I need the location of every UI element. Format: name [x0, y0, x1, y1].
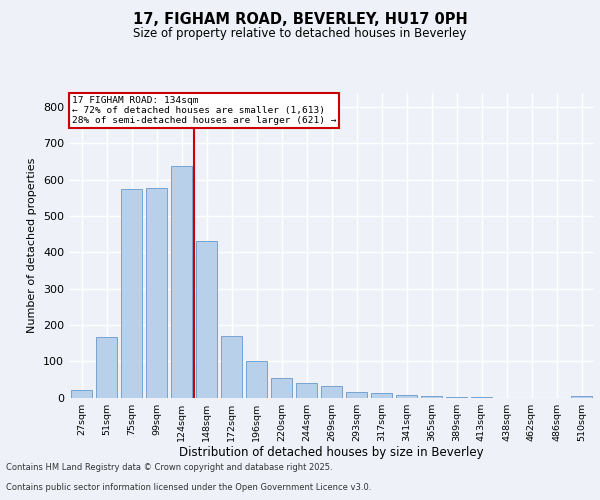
Bar	[271, 378, 292, 398]
Bar	[296, 383, 317, 398]
Bar	[171, 166, 192, 398]
Bar	[421, 396, 442, 398]
Bar	[71, 390, 92, 398]
Bar	[346, 392, 367, 398]
Bar	[321, 386, 342, 398]
Bar	[196, 242, 217, 398]
X-axis label: Distribution of detached houses by size in Beverley: Distribution of detached houses by size …	[179, 446, 484, 460]
Bar	[221, 336, 242, 398]
Bar	[396, 394, 417, 398]
Bar	[246, 361, 267, 398]
Text: Contains HM Land Registry data © Crown copyright and database right 2025.: Contains HM Land Registry data © Crown c…	[6, 464, 332, 472]
Text: 17, FIGHAM ROAD, BEVERLEY, HU17 0PH: 17, FIGHAM ROAD, BEVERLEY, HU17 0PH	[133, 12, 467, 28]
Bar	[446, 397, 467, 398]
Text: Size of property relative to detached houses in Beverley: Size of property relative to detached ho…	[133, 28, 467, 40]
Bar	[371, 393, 392, 398]
Bar	[96, 336, 117, 398]
Bar	[571, 396, 592, 398]
Text: 17 FIGHAM ROAD: 134sqm
← 72% of detached houses are smaller (1,613)
28% of semi-: 17 FIGHAM ROAD: 134sqm ← 72% of detached…	[71, 96, 336, 126]
Bar	[146, 188, 167, 398]
Bar	[121, 188, 142, 398]
Y-axis label: Number of detached properties: Number of detached properties	[28, 158, 37, 332]
Text: Contains public sector information licensed under the Open Government Licence v3: Contains public sector information licen…	[6, 484, 371, 492]
